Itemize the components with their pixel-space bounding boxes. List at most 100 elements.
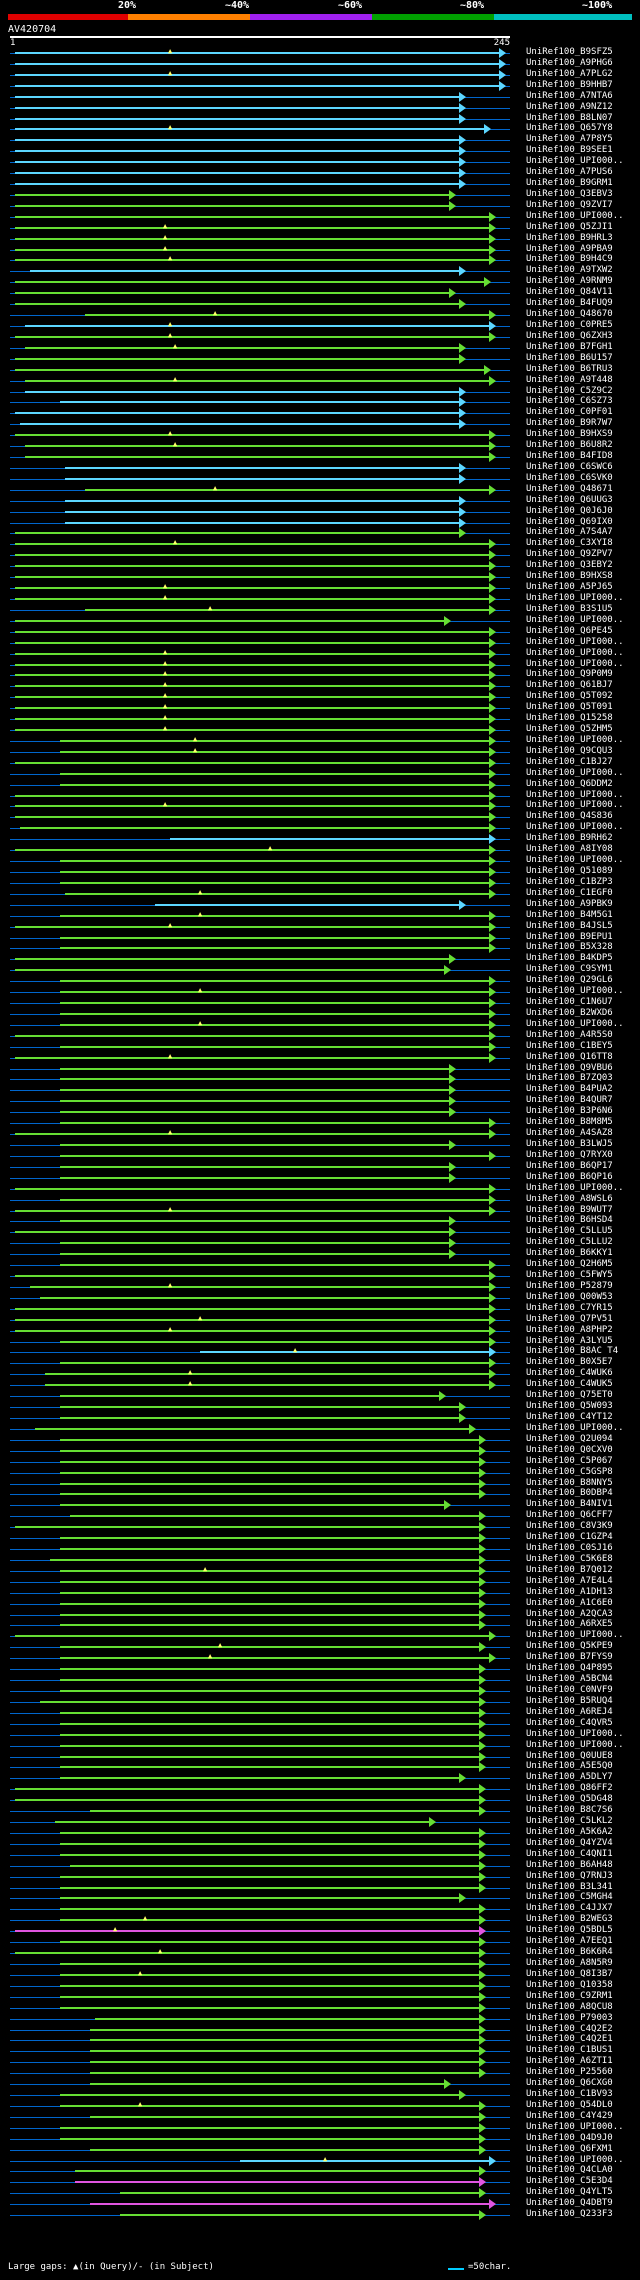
hit-alignment-bar[interactable]: [60, 1733, 479, 1736]
hit-label-link[interactable]: UniRef100_UPI000..: [526, 1728, 624, 1739]
hit-label-link[interactable]: UniRef100_Q84V11: [526, 287, 613, 298]
hit-alignment-bar[interactable]: [60, 1122, 489, 1125]
hit-label-link[interactable]: UniRef100_UPI000..: [526, 767, 624, 778]
hit-label-link[interactable]: UniRef100_B4JSL5: [526, 920, 613, 931]
hit-label-link[interactable]: UniRef100_C4WUK6: [526, 1368, 613, 1379]
hit-alignment-bar[interactable]: [70, 1515, 479, 1518]
hit-alignment-bar[interactable]: [55, 1821, 429, 1824]
hit-alignment-bar[interactable]: [15, 696, 489, 699]
hit-alignment-bar[interactable]: [60, 2137, 479, 2140]
hit-label-link[interactable]: UniRef100_A9PBK9: [526, 898, 613, 909]
hit-alignment-bar[interactable]: [15, 685, 489, 688]
hit-label-link[interactable]: UniRef100_C8V3K9: [526, 1521, 613, 1532]
hit-alignment-bar[interactable]: [15, 587, 489, 590]
hit-alignment-bar[interactable]: [60, 1613, 479, 1616]
hit-label-link[interactable]: UniRef100_A8PHP2: [526, 1324, 613, 1335]
hit-alignment-bar[interactable]: [15, 303, 459, 306]
hit-alignment-bar[interactable]: [60, 1941, 479, 1944]
hit-label-link[interactable]: UniRef100_Q7RYX0: [526, 1149, 613, 1160]
hit-label-link[interactable]: UniRef100_C4Y429: [526, 2110, 613, 2121]
hit-label-link[interactable]: UniRef100_C9ZRM1: [526, 1990, 613, 2001]
hit-label-link[interactable]: UniRef100_Q0UUE8: [526, 1750, 613, 1761]
hit-label-link[interactable]: UniRef100_Q29GL6: [526, 975, 613, 986]
hit-alignment-bar[interactable]: [60, 2094, 459, 2097]
hit-label-link[interactable]: UniRef100_B3P6N6: [526, 1106, 613, 1117]
hit-label-link[interactable]: UniRef100_UPI000..: [526, 1182, 624, 1193]
hit-alignment-bar[interactable]: [90, 2039, 479, 2042]
hit-alignment-bar[interactable]: [60, 1908, 479, 1911]
hit-label-link[interactable]: UniRef100_B4NIV1: [526, 1499, 613, 1510]
hit-alignment-bar[interactable]: [60, 1591, 479, 1594]
hit-alignment-bar[interactable]: [85, 608, 489, 611]
hit-label-link[interactable]: UniRef100_UPI000..: [526, 647, 624, 658]
hit-alignment-bar[interactable]: [60, 1831, 479, 1834]
hit-alignment-bar[interactable]: [15, 619, 444, 622]
hit-label-link[interactable]: UniRef100_B6TRU3: [526, 363, 613, 374]
hit-alignment-bar[interactable]: [60, 1668, 479, 1671]
hit-alignment-bar[interactable]: [40, 1296, 489, 1299]
hit-label-link[interactable]: UniRef100_C4QVR5: [526, 1717, 613, 1728]
hit-alignment-bar[interactable]: [15, 357, 459, 360]
hit-label-link[interactable]: UniRef100_C9SYM1: [526, 964, 613, 975]
hit-label-link[interactable]: UniRef100_Q00W53: [526, 1291, 613, 1302]
hit-label-link[interactable]: UniRef100_A7S4A7: [526, 527, 613, 538]
hit-label-link[interactable]: UniRef100_C0PF01: [526, 407, 613, 418]
hit-label-link[interactable]: UniRef100_C4Q2E2: [526, 2023, 613, 2034]
hit-label-link[interactable]: UniRef100_C1BJ27: [526, 756, 613, 767]
hit-label-link[interactable]: UniRef100_Q5BDL5: [526, 1925, 613, 1936]
hit-alignment-bar[interactable]: [60, 1646, 479, 1649]
hit-alignment-bar[interactable]: [60, 1602, 479, 1605]
hit-label-link[interactable]: UniRef100_C6SVK0: [526, 472, 613, 483]
hit-alignment-bar[interactable]: [15, 412, 459, 415]
hit-label-link[interactable]: UniRef100_C5GSP8: [526, 1466, 613, 1477]
hit-label-link[interactable]: UniRef100_C0NVF9: [526, 1685, 613, 1695]
hit-label-link[interactable]: UniRef100_Q7RNJ3: [526, 1870, 613, 1881]
hit-alignment-bar[interactable]: [15, 925, 489, 928]
hit-alignment-bar[interactable]: [60, 1253, 449, 1256]
hit-label-link[interactable]: UniRef100_Q5KPE9: [526, 1641, 613, 1652]
hit-label-link[interactable]: UniRef100_B4FUQ9: [526, 298, 613, 309]
hit-alignment-bar[interactable]: [60, 739, 489, 742]
hit-label-link[interactable]: UniRef100_C1EGF0: [526, 887, 613, 898]
hit-alignment-bar[interactable]: [25, 456, 489, 459]
hit-alignment-bar[interactable]: [15, 161, 459, 164]
hit-alignment-bar[interactable]: [60, 1755, 479, 1758]
hit-label-link[interactable]: UniRef100_Q61BJ7: [526, 680, 613, 691]
hit-label-link[interactable]: UniRef100_C6SZ73: [526, 396, 613, 407]
hit-label-link[interactable]: UniRef100_C5LKL2: [526, 1816, 613, 1827]
hit-label-link[interactable]: UniRef100_A9PHG6: [526, 57, 613, 68]
hit-alignment-bar[interactable]: [60, 401, 459, 404]
hit-alignment-bar[interactable]: [65, 510, 459, 513]
hit-alignment-bar[interactable]: [170, 838, 489, 841]
hit-label-link[interactable]: UniRef100_B4PUA2: [526, 1084, 613, 1095]
hit-alignment-bar[interactable]: [60, 1624, 479, 1627]
hit-label-link[interactable]: UniRef100_B4M5G1: [526, 909, 613, 920]
hit-label-link[interactable]: UniRef100_UPI000..: [526, 855, 624, 866]
hit-alignment-bar[interactable]: [15, 335, 489, 338]
hit-alignment-bar[interactable]: [15, 663, 489, 666]
hit-label-link[interactable]: UniRef100_B6U8R2: [526, 440, 613, 451]
hit-alignment-bar[interactable]: [95, 2017, 479, 2020]
hit-label-link[interactable]: UniRef100_C6SWC6: [526, 461, 613, 472]
hit-label-link[interactable]: UniRef100_B6AH48: [526, 1859, 613, 1870]
hit-label-link[interactable]: UniRef100_B5X328: [526, 942, 613, 953]
hit-alignment-bar[interactable]: [15, 248, 489, 251]
hit-label-link[interactable]: UniRef100_Q4P895: [526, 1663, 613, 1674]
hit-alignment-bar[interactable]: [60, 1242, 449, 1245]
hit-label-link[interactable]: UniRef100_B7ZQ03: [526, 1073, 613, 1084]
hit-label-link[interactable]: UniRef100_B9HRL3: [526, 232, 613, 243]
hit-alignment-bar[interactable]: [90, 2028, 479, 2031]
hit-label-link[interactable]: UniRef100_A8N5R9: [526, 1958, 613, 1968]
hit-alignment-bar[interactable]: [65, 892, 489, 895]
hit-label-link[interactable]: UniRef100_Q9VBU6: [526, 1062, 613, 1073]
hit-alignment-bar[interactable]: [60, 1395, 439, 1398]
hit-label-link[interactable]: UniRef100_A8QCU8: [526, 2001, 613, 2012]
hit-label-link[interactable]: UniRef100_Q5ZHM5: [526, 724, 613, 735]
hit-alignment-bar[interactable]: [65, 499, 459, 502]
hit-alignment-bar[interactable]: [75, 2181, 479, 2184]
hit-label-link[interactable]: UniRef100_UPI000..: [526, 210, 624, 221]
hit-label-link[interactable]: UniRef100_C5FWY5: [526, 1270, 613, 1281]
hit-alignment-bar[interactable]: [15, 368, 484, 371]
hit-alignment-bar[interactable]: [15, 543, 489, 546]
hit-label-link[interactable]: UniRef100_B9H4C9: [526, 254, 613, 265]
